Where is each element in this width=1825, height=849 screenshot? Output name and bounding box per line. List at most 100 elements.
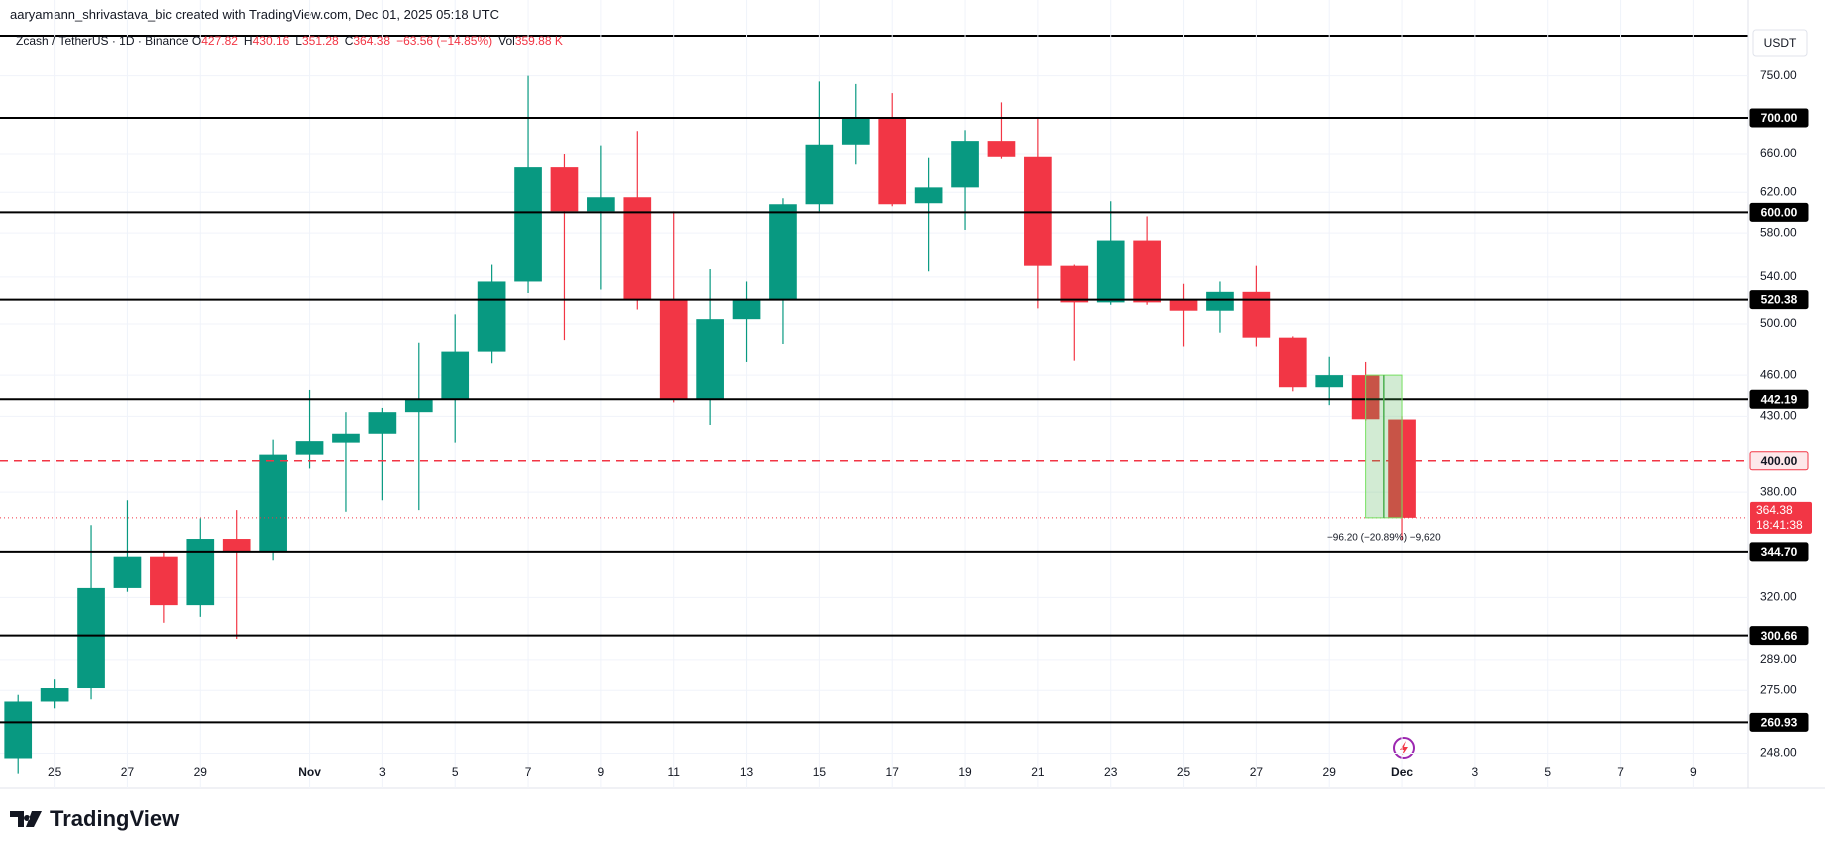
level-tag [1749, 202, 1809, 222]
candle-body [222, 539, 251, 552]
candle-body [332, 433, 360, 443]
candle-body [878, 117, 907, 205]
x-tick-label: 5 [1544, 765, 1551, 779]
x-tick-label: 9 [1690, 765, 1697, 779]
candle-body [77, 587, 105, 689]
level-tag [1749, 290, 1809, 310]
candle-body [113, 556, 142, 588]
legend-key: H [243, 34, 253, 48]
candle-body [769, 204, 797, 301]
candle-body [477, 281, 506, 352]
x-tick-label: Nov [298, 765, 321, 779]
x-tick-label: 3 [1472, 765, 1479, 779]
candle-body [659, 300, 688, 400]
y-tick-label: 460.00 [1760, 367, 1797, 381]
brand-shape [10, 811, 42, 827]
level-tag [1749, 108, 1809, 128]
legend-change: −63.56 (−14.85%) [396, 34, 493, 48]
candle-body [1060, 265, 1089, 303]
legend-value: 427.82 [201, 34, 238, 48]
candle-body [4, 701, 33, 759]
candle-body [1315, 375, 1344, 388]
candle-body [368, 412, 397, 434]
x-tick-label: 7 [1617, 765, 1624, 779]
x-tick-label: 13 [740, 765, 754, 779]
currency: USDT [1764, 36, 1797, 50]
y-tick-label: 275.00 [1760, 682, 1797, 696]
candle-body [1278, 337, 1307, 388]
level-label: 400.00 [1761, 454, 1798, 468]
candle-body [805, 144, 834, 205]
x-tick-label: 29 [1323, 765, 1337, 779]
level-tag [1749, 389, 1809, 409]
legend-key: O [191, 34, 202, 48]
legend-key: Vol [498, 34, 515, 48]
candle-body [1096, 240, 1125, 303]
candle-body [951, 141, 979, 188]
y-tick-label: 289.00 [1760, 652, 1797, 666]
candle-body [186, 539, 215, 606]
x-tick-label: Dec [1391, 765, 1413, 779]
candle-body [1169, 300, 1198, 311]
alert-icon[interactable] [1393, 737, 1415, 759]
candle-body [987, 141, 1016, 157]
x-tick-label: 11 [667, 765, 680, 779]
level-tag [1749, 451, 1809, 471]
level-label: 300.66 [1761, 629, 1798, 643]
candle-body [150, 556, 178, 606]
y-tick-label: 580.00 [1760, 225, 1797, 239]
y-tick-label: 540.00 [1760, 269, 1797, 283]
x-tick-label: 3 [379, 765, 386, 779]
candle-body [587, 197, 615, 212]
level-tag [1749, 542, 1809, 562]
header: aaryamann_shrivastava_bic created with T… [10, 7, 499, 22]
brand[interactable]: TradingView [10, 806, 179, 832]
candle-body [914, 187, 943, 204]
candle-body [841, 117, 870, 145]
candle-body [550, 167, 579, 212]
x-tick-label: 23 [1104, 765, 1118, 779]
currency-box[interactable] [1752, 29, 1808, 57]
y-tick-label: 430.00 [1760, 409, 1797, 423]
candle-body [1133, 240, 1161, 303]
candle-body [1206, 291, 1234, 311]
legend-value: 364.38 [353, 34, 391, 48]
level-label: 600.00 [1761, 206, 1798, 220]
x-tick-label: 7 [525, 765, 532, 779]
measure-label: −96.20 (−20.89%) −9,620 [1327, 532, 1441, 543]
candle-body [696, 319, 724, 400]
x-tick-label: 9 [598, 765, 605, 779]
candle-body [40, 688, 69, 702]
brand-icon [10, 811, 42, 827]
legend-value: 351.28 [301, 34, 339, 48]
level-label: 700.00 [1761, 111, 1798, 125]
level-tag [1749, 712, 1809, 732]
level-label: 260.93 [1761, 716, 1798, 730]
y-tick-label: 500.00 [1760, 316, 1797, 330]
legend-key: L [295, 34, 302, 48]
candle-body [732, 300, 761, 320]
x-tick-label: 25 [48, 765, 62, 779]
y-tick-label: 620.00 [1760, 184, 1797, 198]
price-tag-value: 364.38 [1756, 503, 1793, 517]
x-tick-label: 27 [1250, 765, 1264, 779]
x-tick-label: 27 [121, 765, 135, 779]
level-tag [1749, 626, 1809, 646]
price-tag [1750, 501, 1812, 534]
x-tick-label: 25 [1177, 765, 1191, 779]
legend: Zcash / TetherUS · 1D · Binance O427.82 H… [16, 34, 569, 48]
level-label: 442.19 [1761, 392, 1798, 406]
icon-bolt [1400, 741, 1408, 756]
candle-body [259, 454, 287, 552]
candle-body [404, 399, 433, 413]
candle-body [514, 167, 542, 282]
legend-value: 430.16 [252, 34, 290, 48]
y-tick-label: 320.00 [1760, 590, 1797, 604]
candle-body [295, 441, 324, 455]
x-tick-label: 21 [1031, 765, 1045, 779]
y-tick-label: 248.00 [1760, 746, 1797, 760]
legend-volume: 359.88 K [514, 34, 563, 48]
symbol: Zcash / TetherUS · 1D · Binance [16, 34, 189, 48]
